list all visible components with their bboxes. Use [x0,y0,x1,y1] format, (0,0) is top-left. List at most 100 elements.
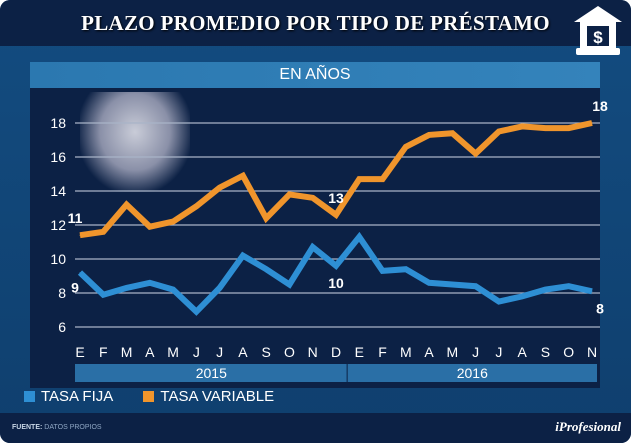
chart-title: PLAZO PROMEDIO POR TIPO DE PRÉSTAMO [81,11,550,35]
year-label: 2015 [196,365,227,381]
data-point [219,287,221,289]
data-label: 11 [68,210,83,226]
x-tick-label: A [145,344,155,360]
data-point [428,134,430,136]
data-point [451,132,453,134]
x-tick-label: A [518,344,528,360]
data-point [149,226,151,228]
data-point [428,282,430,284]
legend-item-tasa-variable: TASA VARIABLE [143,388,274,405]
legend-label: TASA FIJA [41,388,114,405]
legend-swatch [143,391,155,402]
data-point [195,205,197,207]
data-point [544,127,546,129]
x-tick-label: N [308,344,318,360]
y-tick-label: 10 [50,251,66,267]
legend-item-tasa-fija: TASA FIJA [24,388,113,405]
legend-label: TASA VARIABLE [160,388,275,405]
data-point [382,178,384,180]
x-tick-label: M [167,344,179,360]
data-point [126,204,128,206]
x-tick-label: J [495,344,502,360]
year-bar [347,364,597,382]
data-point [149,282,151,284]
data-point [288,193,290,195]
data-point [521,125,523,127]
x-tick-label: S [541,344,550,360]
year-bar [75,364,347,382]
data-point [102,294,104,296]
data-point [288,284,290,285]
data-point [195,311,197,313]
data-point [451,284,453,285]
y-tick-label: 6 [58,319,66,335]
data-point [335,214,337,216]
data-point [172,221,174,223]
x-tick-label: J [193,344,200,360]
data-point [405,146,407,148]
data-point [79,234,81,236]
data-point [591,122,593,124]
data-point [498,131,500,132]
data-point [521,295,523,297]
x-tick-label: F [378,344,387,360]
x-tick-label: M [400,344,412,360]
data-point [358,236,360,238]
data-label: 10 [328,275,344,291]
y-tick-label: 18 [50,115,66,131]
x-tick-label: J [216,344,223,360]
data-point [544,289,546,291]
data-point [265,217,267,219]
source-value: DATOS PROPIOS [44,424,102,431]
data-point [79,272,81,274]
source-label: FUENTE: [12,424,43,431]
year-label: 2016 [457,365,488,381]
data-point [475,285,477,287]
x-tick-label: A [238,344,248,360]
data-label: 13 [328,190,344,206]
bank-dollar-icon: $ [574,6,622,55]
x-tick-label: E [355,344,364,360]
data-point [498,301,500,302]
x-tick-label: D [331,344,341,360]
data-point [475,153,477,155]
data-point [335,265,337,267]
legend: TASA FIJA TASA VARIABLE [24,388,300,406]
x-tick-label: E [75,344,84,360]
data-point [172,289,174,291]
brand-logo: iProfesional [555,419,621,434]
data-label: 8 [596,300,604,316]
data-point [265,268,267,270]
data-point [382,270,384,272]
y-tick-label: 14 [50,183,66,199]
subtitle-band: EN AÑOS [30,62,600,88]
data-point [591,290,593,292]
x-tick-label: M [447,344,459,360]
data-point [126,287,128,289]
x-tick-label: O [284,344,295,360]
data-point [312,197,314,199]
footer: FUENTE: DATOS PROPIOS iProfesional [0,413,631,443]
y-tick-label: 8 [58,285,66,301]
data-point [102,231,104,233]
data-point [405,268,407,270]
svg-text:$: $ [593,28,603,47]
data-label: 18 [592,98,608,114]
source-note: FUENTE: DATOS PROPIOS [12,424,102,431]
x-tick-label: A [424,344,434,360]
money-photo [80,92,190,192]
x-tick-label: J [472,344,479,360]
x-tick-label: M [121,344,133,360]
series-line-tasa-variable [79,120,593,239]
data-point [568,285,570,287]
legend-swatch [24,391,35,402]
x-tick-label: S [262,344,271,360]
x-tick-label: N [587,344,597,360]
x-tick-label: F [99,344,108,360]
data-point [358,178,360,180]
y-tick-label: 12 [50,217,66,233]
data-point [219,187,221,189]
data-point [242,255,244,257]
